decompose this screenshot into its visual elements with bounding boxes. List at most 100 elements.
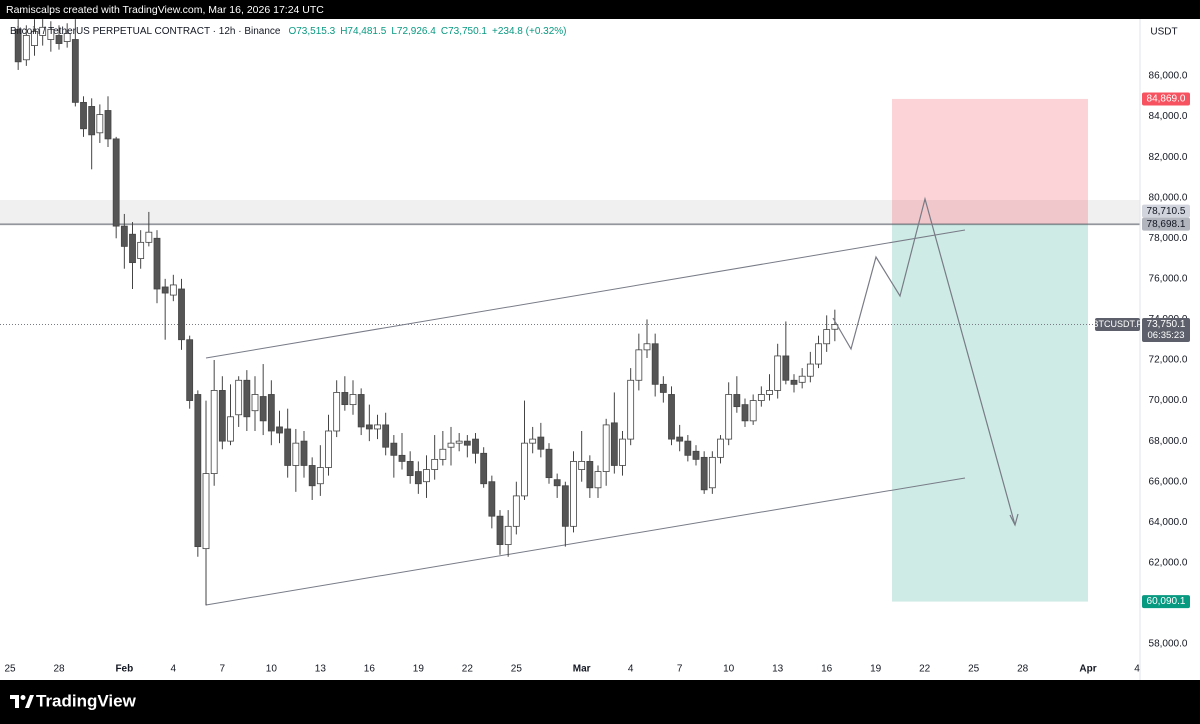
candle-body <box>553 479 561 487</box>
countdown-label: 06:35:23 <box>1148 330 1185 341</box>
candle-body <box>235 379 243 416</box>
candle-body <box>725 394 733 440</box>
candle-body <box>169 284 177 296</box>
candle-body <box>218 390 226 442</box>
x-tick-label: 4 <box>1134 664 1140 675</box>
candle-body <box>692 450 700 460</box>
candle-body <box>22 35 30 61</box>
candle-body <box>137 241 145 259</box>
x-tick-label: 19 <box>413 664 425 675</box>
candle-body <box>447 442 455 448</box>
plot-area <box>0 19 1140 606</box>
target-zone <box>892 224 1088 602</box>
candle-body <box>741 404 749 422</box>
price-tag-label: 60,090.1 <box>1147 596 1186 607</box>
candle-body <box>619 438 626 466</box>
candle-body <box>161 286 169 294</box>
candle-body <box>145 231 153 243</box>
candle-body <box>815 343 822 365</box>
y-tick-label: 68,000.0 <box>1149 436 1188 447</box>
x-tick-label: 10 <box>723 664 735 675</box>
x-tick-label: 7 <box>220 664 226 675</box>
x-tick-label: 25 <box>4 664 16 675</box>
x-tick-label: 4 <box>171 664 177 675</box>
candle-body <box>284 428 292 466</box>
projection-arrowhead <box>1009 513 1019 527</box>
candle-body <box>676 436 684 442</box>
candle-body <box>96 114 104 134</box>
candle-body <box>357 394 365 428</box>
candle-body <box>823 329 831 345</box>
candle-body <box>259 396 267 422</box>
candle-body <box>798 375 806 383</box>
candle-body <box>627 379 635 440</box>
candle-body <box>202 473 210 550</box>
price-tag <box>1142 217 1190 231</box>
x-tick-label: 7 <box>677 664 683 675</box>
candle-body <box>341 392 349 406</box>
candle-body <box>210 390 218 474</box>
zone-band <box>0 200 1140 226</box>
price-tag <box>1142 204 1190 218</box>
symbol-legend: Bitcoin / TetherUS PERPETUAL CONTRACT · … <box>10 26 567 37</box>
channel-lower <box>205 477 966 606</box>
candle-body <box>431 458 439 470</box>
candle-body <box>668 394 675 440</box>
candle-body <box>55 35 63 44</box>
currency: USDT <box>1150 27 1177 38</box>
brand-logo <box>10 695 34 708</box>
projection-path <box>832 196 1016 526</box>
candle-body <box>643 343 651 351</box>
candle-body <box>333 392 341 432</box>
x-tick-label: Mar <box>573 664 591 675</box>
y-tick-label: 76,000.0 <box>1149 273 1188 284</box>
candle-body <box>14 28 22 63</box>
candle-body <box>790 379 798 385</box>
candle-body <box>708 456 716 489</box>
candle-body <box>684 440 692 456</box>
x-tick-label: 28 <box>1017 664 1029 675</box>
candle-body <box>480 452 488 485</box>
ohlc-value: O73,515.3 <box>288 26 335 37</box>
x-tick-label: 28 <box>53 664 65 675</box>
candle-body <box>594 471 602 489</box>
y-tick-label: 72,000.0 <box>1149 355 1188 366</box>
x-tick-label: 25 <box>511 664 523 675</box>
candle-body <box>120 225 128 247</box>
candle-body <box>251 394 259 412</box>
candle-body <box>243 379 251 418</box>
candle-body <box>545 448 553 479</box>
candle-body <box>406 461 414 477</box>
x-tick-label: 10 <box>266 664 278 675</box>
brand-name: TradingView <box>36 691 137 710</box>
candle-body <box>104 110 112 140</box>
price-tag <box>1142 595 1190 609</box>
candle-body <box>635 349 643 381</box>
candle-body <box>439 448 447 460</box>
ohlc-value: L72,926.4 <box>391 26 436 37</box>
candle-body <box>194 394 202 548</box>
candle-body <box>782 355 790 381</box>
candle-body <box>374 424 381 430</box>
candle-body <box>308 465 316 487</box>
candle-body <box>112 138 120 227</box>
candle-body <box>806 363 814 377</box>
candle-body <box>463 440 471 446</box>
candle-body <box>349 394 357 406</box>
candle-body <box>178 288 185 341</box>
price-tag-label: 84,869.0 <box>1147 94 1186 105</box>
y-tick-label: 80,000.0 <box>1149 192 1188 203</box>
y-tick-label: 86,000.0 <box>1149 71 1188 82</box>
candle-body <box>414 471 422 485</box>
candle-body <box>455 440 463 444</box>
y-tick-label: 82,000.0 <box>1149 152 1188 163</box>
candle-body <box>733 394 741 408</box>
header-credit: Ramiscalps created with TradingView.com,… <box>6 4 324 16</box>
candle-body <box>561 485 569 527</box>
candle-body <box>153 237 161 290</box>
candle-body <box>472 438 479 454</box>
position-boxes <box>892 98 1088 602</box>
x-tick-label: 19 <box>870 664 882 675</box>
x-tick-label: 13 <box>315 664 327 675</box>
